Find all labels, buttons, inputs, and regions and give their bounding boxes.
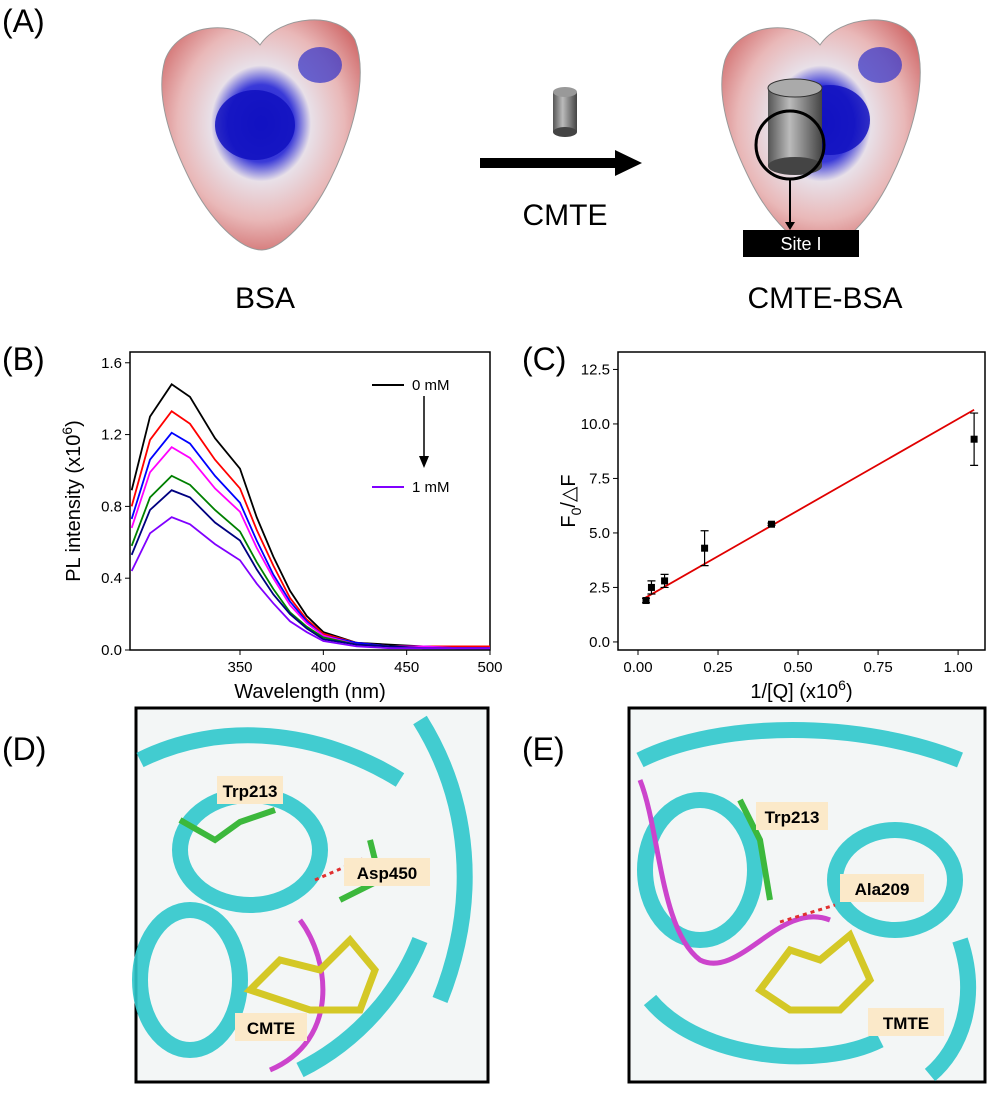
data-point (661, 577, 669, 585)
y-tick-label: 10.0 (581, 416, 610, 433)
x-tick-label: 450 (394, 659, 419, 676)
legend-label: 1 mM (412, 479, 450, 496)
panel-label: (D) (2, 731, 46, 767)
data-point (647, 583, 655, 591)
legend-arrow-head (419, 456, 429, 468)
y-tick-label: 12.5 (581, 361, 610, 378)
axis-label: F0/△F (558, 474, 584, 527)
data-point (642, 597, 650, 605)
ligand-label: TMTE (883, 1014, 929, 1033)
axis-label: PL intensity (x106) (59, 420, 85, 582)
spectrum-line (130, 445, 490, 650)
y-tick-label: 2.5 (589, 579, 610, 596)
legend-label: 0 mM (412, 377, 450, 394)
y-tick-label: 0.0 (589, 634, 610, 651)
complex-label: CMTE-BSA (747, 282, 902, 315)
data-point (767, 520, 775, 528)
x-tick-label: 0.50 (783, 659, 812, 676)
panel-label: (B) (2, 341, 45, 377)
x-tick-label: 500 (477, 659, 502, 676)
protein-bsa (161, 19, 361, 251)
y-tick-label: 0.8 (101, 498, 122, 515)
spectrum-line (130, 410, 490, 648)
spectrum-line (130, 516, 490, 650)
data-point (701, 544, 709, 552)
arrow-label: CMTE (523, 199, 608, 232)
y-tick-label: 0.0 (101, 642, 122, 659)
small-cylinder (553, 87, 577, 137)
axis-label-part: 6 (59, 427, 75, 435)
protein-label: BSA (235, 282, 295, 315)
axis-label-part: F (558, 515, 580, 527)
x-tick-label: 1.00 (944, 659, 973, 676)
plot-frame (129, 351, 491, 651)
x-tick-label: 350 (227, 659, 252, 676)
axis-label-part: ) (63, 420, 85, 427)
x-tick-label: 0.00 (623, 659, 652, 676)
panel-label: (C) (522, 341, 566, 377)
axis-label-part: 6 (838, 677, 846, 693)
residue-label: Trp213 (765, 808, 820, 827)
data-point (970, 435, 978, 443)
residue-label: Ala209 (855, 880, 910, 899)
y-tick-label: 1.2 (101, 427, 122, 444)
x-tick-label: 0.75 (863, 659, 892, 676)
ligand-label: CMTE (247, 1019, 295, 1038)
docking-view-e (627, 706, 987, 1084)
panel-label: (E) (522, 731, 565, 767)
plot-frame (617, 351, 986, 651)
y-tick-label: 7.5 (589, 470, 610, 487)
axis-label-part: ) (846, 681, 853, 703)
protein-complex (721, 19, 921, 257)
reaction-arrow (480, 150, 642, 176)
spectrum-line (130, 431, 490, 650)
x-tick-label: 0.25 (703, 659, 732, 676)
y-tick-label: 5.0 (589, 525, 610, 542)
residue-label: Trp213 (223, 782, 278, 801)
fit-line (643, 408, 975, 600)
spectrum-line (130, 383, 490, 648)
axis-label-part: 0 (568, 507, 584, 515)
panel-label: (A) (2, 3, 45, 39)
docking-view-d (132, 706, 490, 1084)
axis-label: 1/[Q] (x106) (750, 677, 852, 703)
y-tick-label: 0.4 (101, 570, 122, 587)
residue-label: Asp450 (357, 864, 417, 883)
axis-label-part: 1/[Q] (x10 (750, 681, 838, 703)
x-tick-label: 400 (311, 659, 336, 676)
axis-label-part: PL intensity (x10 (63, 435, 85, 582)
x-axis-label: Wavelength (nm) (234, 681, 386, 703)
y-tick-label: 1.6 (101, 355, 122, 372)
site-label: Site I (780, 234, 821, 254)
axis-label-part: /△F (558, 474, 580, 507)
